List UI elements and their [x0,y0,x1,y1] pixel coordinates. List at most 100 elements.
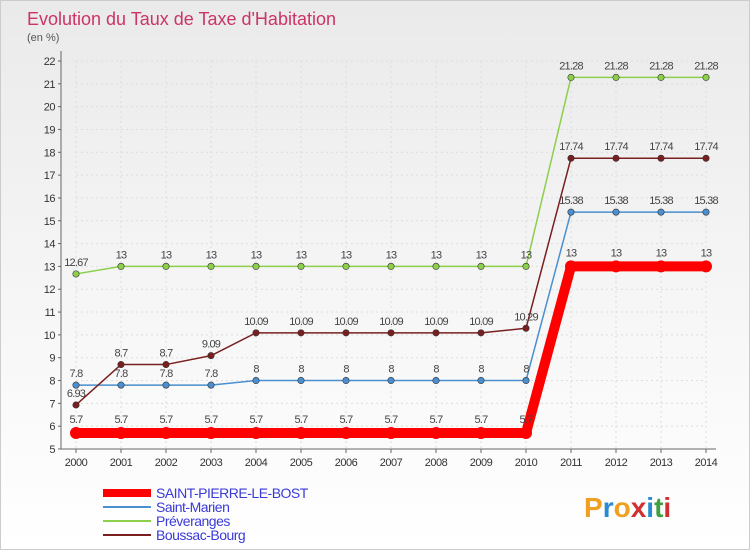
data-point [115,427,127,440]
x-tick-label: 2012 [605,457,628,469]
data-label: 8 [343,364,349,376]
data-point [207,381,215,389]
data-point [432,262,440,270]
data-point [565,260,577,273]
data-label: 10.09 [469,316,493,328]
data-point [297,329,305,337]
data-label: 13 [206,249,217,261]
data-label: 5.7 [520,414,534,426]
y-tick-label: 17 [44,170,56,182]
data-point [657,73,665,81]
data-point [702,73,710,81]
data-label: 6.93 [67,388,86,400]
data-label: 8.7 [160,348,174,360]
data-label: 21.28 [649,60,673,72]
data-label: 13 [521,249,532,261]
y-tick-label: 10 [44,330,56,342]
y-tick-label: 8 [49,376,55,388]
data-point [520,427,532,440]
data-label: 10.09 [424,316,448,328]
data-point [162,381,170,389]
data-point [162,361,170,369]
data-point [385,427,397,440]
data-point [567,154,575,162]
x-tick-label: 2001 [110,457,133,469]
data-point [117,262,125,270]
y-tick-label: 5 [49,444,55,456]
data-label: 17.74 [559,141,583,153]
data-point [387,329,395,337]
y-tick-label: 15 [44,216,56,228]
data-point [387,262,395,270]
legend-label: Boussac-Bourg [156,527,245,543]
data-point [72,401,80,409]
data-point [612,73,620,81]
data-label: 13 [386,249,397,261]
data-label: 8 [253,364,259,376]
data-point [207,262,215,270]
x-tick-label: 2008 [425,457,448,469]
data-point [522,377,530,385]
y-tick-label: 18 [44,147,56,159]
data-label: 13 [161,249,172,261]
data-label: 8 [388,364,394,376]
x-tick-label: 2014 [695,457,718,469]
data-label: 7.8 [160,368,174,380]
y-tick-label: 9 [49,353,55,365]
x-tick-label: 2013 [650,457,673,469]
y-tick-label: 12 [44,284,56,296]
data-labels: 7.8 7.8 7.8 7.8 8 8 8 8 8 8 8 15.38 15.38 15.38 15.38 1… [64,60,719,426]
data-point [432,329,440,337]
data-label: 13 [116,249,127,261]
data-point [657,208,665,216]
legend-label: SAINT-PIERRE-LE-BOST [156,485,309,501]
data-label: 13 [701,247,712,259]
x-tick-label: 2003 [200,457,223,469]
data-label: 13 [611,247,622,259]
data-point [72,270,80,278]
data-label: 21.28 [559,60,583,72]
data-point [117,381,125,389]
chart-title: Evolution du Taux de Taxe d'Habitation [27,9,336,29]
y-tick-label: 19 [44,124,56,136]
data-point [567,208,575,216]
data-point [297,262,305,270]
data-point [432,377,440,385]
data-label: 5.7 [115,414,129,426]
data-point [522,324,530,332]
data-label: 13 [251,249,262,261]
data-label: 5.7 [475,414,489,426]
data-point [387,377,395,385]
data-point [430,427,442,440]
data-label: 17.74 [694,141,718,153]
legend-label: Préveranges [156,513,230,529]
data-label: 13 [656,247,667,259]
data-point [252,262,260,270]
data-label: 5.7 [160,414,174,426]
data-label: 15.38 [649,195,673,207]
grid [75,60,707,449]
x-tick-label: 2009 [470,457,493,469]
y-tick-label: 16 [44,193,56,205]
data-label: 5.7 [340,414,354,426]
data-point [612,154,620,162]
data-point [702,208,710,216]
logo-letter: r [603,492,614,523]
logo-letter: i [663,492,671,523]
y-tick-label: 22 [44,56,56,68]
data-point [522,262,530,270]
data-point [250,427,262,440]
x-tick-label: 2002 [155,457,178,469]
data-label: 10.09 [379,316,403,328]
data-label: 13 [476,249,487,261]
data-point [207,352,215,360]
legend: SAINT-PIERRE-LE-BOSTSaint-MarienPréveran… [103,485,309,543]
data-label: 10.09 [334,316,358,328]
y-tick-label: 11 [45,307,56,319]
logo-letter: x [631,492,647,523]
chart-subtitle: (en %) [27,32,59,44]
x-tick-label: 2005 [290,457,313,469]
data-point [700,260,712,273]
data-label: 5.7 [295,414,309,426]
